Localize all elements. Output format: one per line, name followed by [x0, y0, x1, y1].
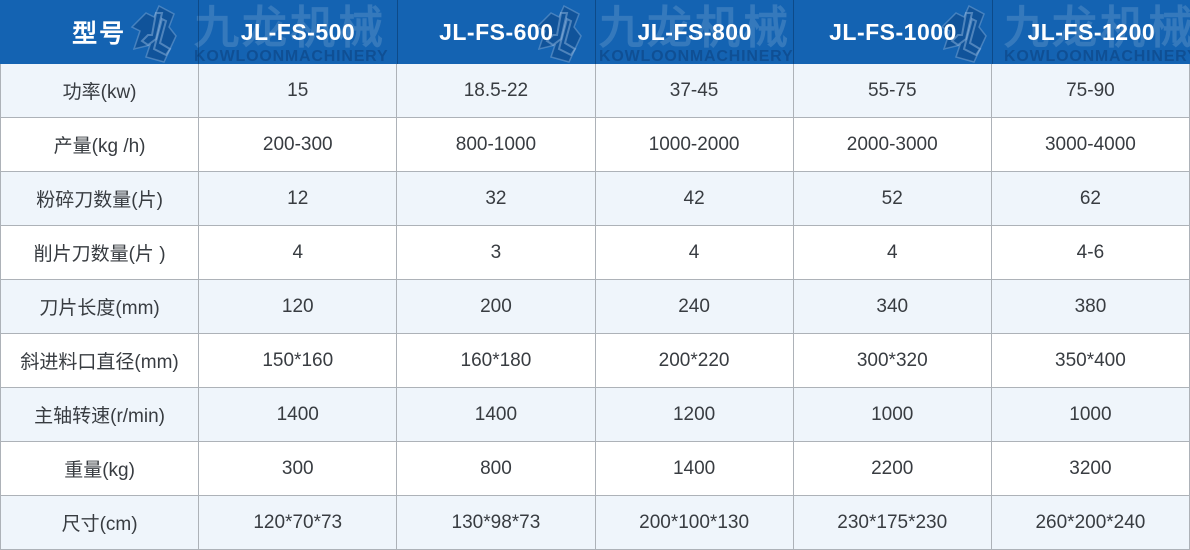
- spec-value-cell: 230*175*230: [793, 496, 991, 549]
- spec-value-cell: 37-45: [595, 64, 793, 117]
- spec-value-cell: 32: [397, 172, 595, 225]
- spec-value-cell: 3000-4000: [991, 118, 1189, 171]
- row-label: 功率(kw): [1, 64, 199, 117]
- table-row: 斜进料口直径(mm) 150*160 160*180 200*220 300*320 35…: [1, 334, 1189, 387]
- spec-value-cell: 240: [595, 280, 793, 333]
- spec-value-cell: 260*200*240: [991, 496, 1189, 549]
- spec-value-cell: 200*220: [595, 334, 793, 387]
- table-row: 重量(kg) 300 800 1400 2200 3200: [1, 442, 1189, 495]
- spec-value-cell: 12: [199, 172, 397, 225]
- spec-value-cell: 75-90: [991, 64, 1189, 117]
- table-row: 粉碎刀数量(片) 12 32 42 52 62: [1, 172, 1189, 225]
- spec-value-cell: 1000: [991, 388, 1189, 441]
- spec-table-body: 功率(kw) 15 18.5-22 37-45 55-75 75-90 产量(kg /h) 2…: [0, 64, 1190, 550]
- spec-value-cell: 62: [991, 172, 1189, 225]
- spec-value-cell: 300: [199, 442, 397, 495]
- row-label: 尺寸(cm): [1, 496, 199, 549]
- row-label: 产量(kg /h): [1, 118, 199, 171]
- spec-value-cell: 52: [793, 172, 991, 225]
- table-row: 主轴转速(r/min) 1400 1400 1200 1000 1000: [1, 388, 1189, 441]
- model-header-cell: JL-FS-500: [198, 0, 396, 64]
- table-row: 刀片长度(mm) 120 200 240 340 380: [1, 280, 1189, 333]
- row-label: 重量(kg): [1, 442, 199, 495]
- spec-value-cell: 300*320: [793, 334, 991, 387]
- row-label: 削片刀数量(片 ): [1, 226, 199, 279]
- spec-value-cell: 200*100*130: [595, 496, 793, 549]
- spec-value-cell: 800: [397, 442, 595, 495]
- row-label: 主轴转速(r/min): [1, 388, 199, 441]
- spec-value-cell: 4: [793, 226, 991, 279]
- spec-value-cell: 55-75: [793, 64, 991, 117]
- spec-value-cell: 3200: [991, 442, 1189, 495]
- spec-value-cell: 350*400: [991, 334, 1189, 387]
- row-label: 刀片长度(mm): [1, 280, 199, 333]
- spec-value-cell: 340: [793, 280, 991, 333]
- spec-value-cell: 15: [199, 64, 397, 117]
- spec-value-cell: 1000-2000: [595, 118, 793, 171]
- spec-value-cell: 1400: [397, 388, 595, 441]
- spec-value-cell: 3: [397, 226, 595, 279]
- spec-value-cell: 160*180: [397, 334, 595, 387]
- spec-table-header: 九龙机械 KOWLOONMACHINERY 九龙机械 KOWLOONMACHIN…: [0, 0, 1190, 64]
- spec-value-cell: 4: [199, 226, 397, 279]
- model-header-cell: JL-FS-1000: [793, 0, 991, 64]
- spec-value-cell: 1000: [793, 388, 991, 441]
- spec-value-cell: 4: [595, 226, 793, 279]
- spec-value-cell: 150*160: [199, 334, 397, 387]
- spec-value-cell: 800-1000: [397, 118, 595, 171]
- spec-value-cell: 120*70*73: [199, 496, 397, 549]
- spec-value-cell: 200: [397, 280, 595, 333]
- spec-value-cell: 380: [991, 280, 1189, 333]
- corner-header-cell: 型号: [72, 20, 127, 48]
- spec-value-cell: 18.5-22: [397, 64, 595, 117]
- table-row: 功率(kw) 15 18.5-22 37-45 55-75 75-90: [1, 64, 1189, 117]
- row-label: 斜进料口直径(mm): [1, 334, 199, 387]
- spec-value-cell: 4-6: [991, 226, 1189, 279]
- spec-value-cell: 1200: [595, 388, 793, 441]
- table-row: 产量(kg /h) 200-300 800-1000 1000-2000 2000-30…: [1, 118, 1189, 171]
- model-header-cell: JL-FS-800: [594, 0, 793, 64]
- spec-value-cell: 130*98*73: [397, 496, 595, 549]
- spec-value-cell: 120: [199, 280, 397, 333]
- spec-value-cell: 42: [595, 172, 793, 225]
- table-row: 尺寸(cm) 120*70*73 130*98*73 200*100*130 230*1…: [1, 496, 1189, 549]
- table-row: 削片刀数量(片 ) 4 3 4 4 4-6: [1, 226, 1189, 279]
- spec-value-cell: 2000-3000: [793, 118, 991, 171]
- spec-value-cell: 1400: [199, 388, 397, 441]
- spec-value-cell: 2200: [793, 442, 991, 495]
- spec-value-cell: 1400: [595, 442, 793, 495]
- model-header-cell: JL-FS-1200: [991, 0, 1190, 64]
- spec-value-cell: 200-300: [199, 118, 397, 171]
- model-header-cell: JL-FS-600: [396, 0, 595, 64]
- row-label: 粉碎刀数量(片): [1, 172, 199, 225]
